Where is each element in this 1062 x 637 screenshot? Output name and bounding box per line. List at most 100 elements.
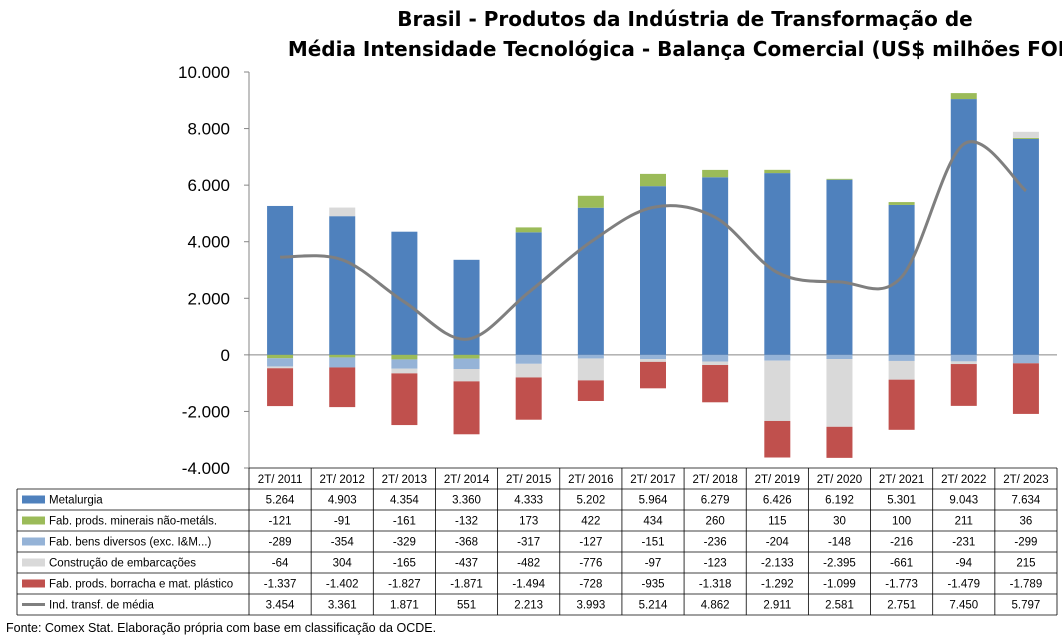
bar-segment xyxy=(764,173,791,355)
category-label: 2T/ 2022 xyxy=(941,474,986,486)
data-label: 3.361 xyxy=(328,600,357,612)
category-label: 2T/ 2016 xyxy=(568,474,613,486)
bar-segment xyxy=(888,204,915,355)
bar-segment xyxy=(826,426,853,458)
series-name: Metalurgia xyxy=(49,495,103,507)
data-label: 5.214 xyxy=(639,600,668,612)
data-label: 551 xyxy=(457,600,476,612)
data-label: -1.479 xyxy=(947,579,980,591)
data-label: 5.797 xyxy=(1012,600,1041,612)
bar-segment xyxy=(764,354,791,361)
data-label: -1.318 xyxy=(699,579,732,591)
data-label: -661 xyxy=(890,558,913,570)
data-label: -236 xyxy=(704,537,727,549)
bar-segment xyxy=(764,169,791,174)
bar-segment xyxy=(391,368,418,374)
data-label: 434 xyxy=(643,516,663,528)
data-label: 2.581 xyxy=(825,600,854,612)
data-label: -1.789 xyxy=(1010,579,1043,591)
bar-segment xyxy=(577,380,604,401)
bar-segment xyxy=(391,231,418,355)
data-label: 3.454 xyxy=(266,600,295,612)
bar-segment xyxy=(950,364,977,406)
bar-segment xyxy=(515,377,542,420)
category-label: 2T/ 2014 xyxy=(444,474,490,486)
data-label: 4.862 xyxy=(701,600,730,612)
legend-key xyxy=(22,537,45,546)
bar-segment xyxy=(702,177,729,355)
bar-segment xyxy=(329,354,356,358)
data-label: -132 xyxy=(455,516,478,528)
data-label: -64 xyxy=(272,558,289,570)
data-label: 3.360 xyxy=(452,495,481,507)
data-label: -1.402 xyxy=(326,579,359,591)
bar-segment xyxy=(640,359,666,362)
data-label: -1.773 xyxy=(885,579,918,591)
bar-segment xyxy=(267,354,294,359)
data-label: 2.751 xyxy=(887,600,916,612)
bar-segment xyxy=(702,354,729,362)
data-label: 36 xyxy=(1020,516,1033,528)
bar-segment xyxy=(1012,354,1039,364)
bar-segment xyxy=(267,366,294,369)
y-axis: 10.000 8.000 6.000 4.000 2.000 0 -2.000 -4.000 xyxy=(178,63,1057,478)
data-label: -151 xyxy=(641,537,664,549)
category-label: 2T/ 2012 xyxy=(320,474,365,486)
data-label: 4.903 xyxy=(328,495,357,507)
bar-segment xyxy=(950,361,977,365)
data-label: -127 xyxy=(579,537,602,549)
bar-segment xyxy=(453,354,480,359)
series-name: Ind. transf. de média xyxy=(49,600,154,612)
data-label: -728 xyxy=(579,579,602,591)
series-name: Fab. prods. borracha e mat. plástico xyxy=(49,579,233,591)
data-label: 304 xyxy=(333,558,353,570)
data-label: -482 xyxy=(517,558,540,570)
data-label: -148 xyxy=(828,537,851,549)
bar-segment xyxy=(640,354,666,360)
data-label: -317 xyxy=(517,537,540,549)
data-label: -437 xyxy=(455,558,478,570)
data-label: -2.395 xyxy=(823,558,856,570)
y-tick-label: 6.000 xyxy=(187,176,230,195)
data-label: -231 xyxy=(952,537,975,549)
data-label: 3.993 xyxy=(576,600,605,612)
category-label: 2T/ 2017 xyxy=(630,474,675,486)
data-label: -204 xyxy=(766,537,790,549)
bar-segment xyxy=(640,173,666,187)
category-label: 2T/ 2023 xyxy=(1003,474,1048,486)
bar-segment xyxy=(453,369,480,382)
series-name: Fab. prods. minerais não-metáls. xyxy=(49,516,217,528)
bar-segment xyxy=(702,169,729,178)
category-label: 2T/ 2013 xyxy=(382,474,427,486)
legend-key xyxy=(22,579,45,588)
data-label: 215 xyxy=(1016,558,1035,570)
bar-segment xyxy=(515,363,542,378)
bar-segment xyxy=(888,360,915,380)
data-label: 6.426 xyxy=(763,495,792,507)
data-label: -94 xyxy=(955,558,972,570)
data-label: 100 xyxy=(892,516,911,528)
y-tick-label: 4.000 xyxy=(187,233,230,252)
bar-segment xyxy=(391,359,418,369)
bar-segment xyxy=(764,420,791,458)
data-label: -1.337 xyxy=(264,579,297,591)
bar-segment xyxy=(515,227,542,233)
data-label: 5.202 xyxy=(576,495,605,507)
data-label: -161 xyxy=(393,516,416,528)
data-label: 7.450 xyxy=(949,600,978,612)
category-label: 2T/ 2018 xyxy=(692,474,737,486)
bar-segment xyxy=(826,179,853,355)
legend-key xyxy=(22,516,45,525)
data-label: 1.871 xyxy=(390,600,419,612)
data-label: -935 xyxy=(641,579,664,591)
bar-segment xyxy=(1012,138,1039,355)
bar-segment xyxy=(702,365,729,403)
bar-segment xyxy=(391,373,418,426)
bar-segment xyxy=(1012,363,1039,414)
bar-segment xyxy=(391,354,418,360)
data-label: 2.911 xyxy=(763,600,791,612)
bar-segment xyxy=(888,202,915,205)
line-series-path xyxy=(280,140,1027,341)
data-label: -1.494 xyxy=(512,579,545,591)
